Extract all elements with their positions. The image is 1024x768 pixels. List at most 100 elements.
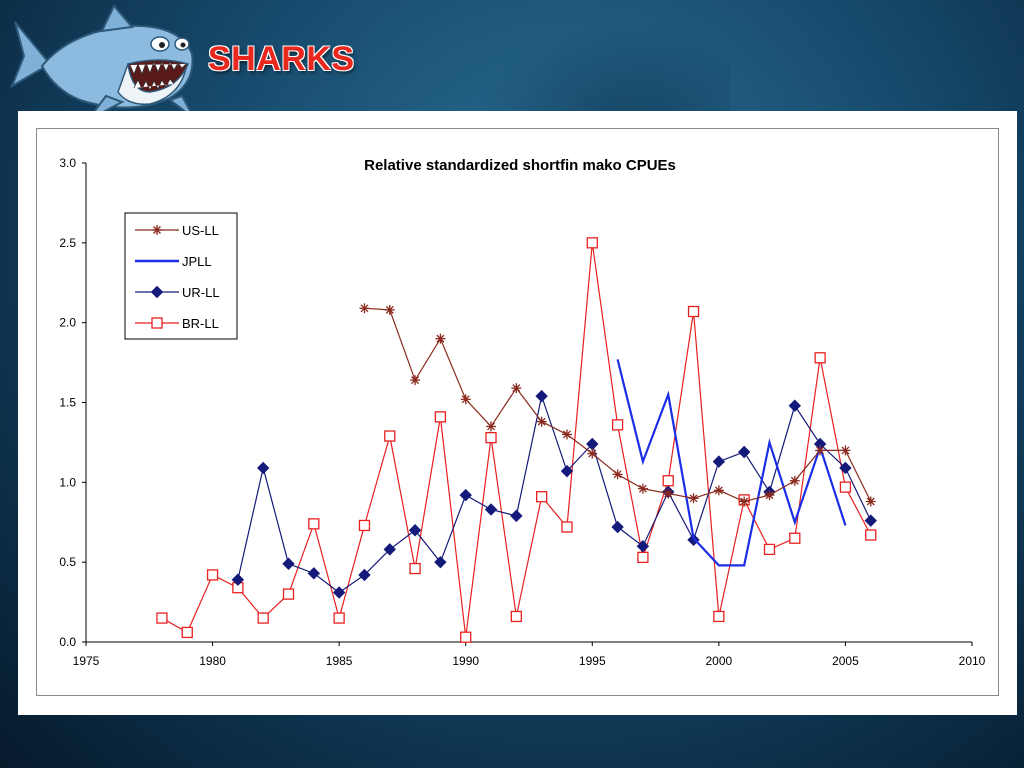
data-point-us-ll bbox=[840, 445, 851, 456]
data-point-br-ll bbox=[333, 612, 345, 624]
data-point-ur-ll bbox=[712, 455, 726, 468]
series-jpll bbox=[616, 359, 847, 567]
data-point-ur-ll bbox=[864, 514, 877, 527]
data-point-ur-ll bbox=[839, 461, 852, 475]
x-tick-label: 1975 bbox=[73, 654, 100, 668]
y-tick-label: 3.0 bbox=[59, 156, 76, 170]
data-point-br-ll bbox=[586, 237, 598, 249]
legend-marker bbox=[151, 317, 163, 329]
data-point-us-ll bbox=[663, 488, 674, 499]
data-point-us-ll bbox=[511, 383, 522, 394]
legend-label: BR-LL bbox=[182, 316, 219, 331]
series-line-br-ll bbox=[161, 242, 872, 638]
y-tick-label: 2.5 bbox=[59, 236, 76, 250]
data-point-br-ll bbox=[510, 610, 522, 623]
legend-marker bbox=[152, 225, 162, 235]
data-point-us-ll bbox=[410, 375, 421, 386]
x-tick-label: 2010 bbox=[959, 654, 986, 668]
y-tick-label: 2.0 bbox=[59, 316, 76, 330]
data-point-ur-ll bbox=[636, 539, 650, 553]
data-point-us-ll bbox=[612, 469, 623, 480]
legend-marker bbox=[150, 285, 164, 299]
data-point-ur-ll bbox=[459, 488, 472, 502]
legend-box bbox=[124, 212, 238, 340]
x-tick-label: 2005 bbox=[832, 654, 859, 668]
y-tick-label: 1.0 bbox=[59, 475, 76, 489]
data-point-us-ll bbox=[561, 429, 572, 440]
data-point-br-ll bbox=[763, 543, 776, 556]
data-point-us-ll bbox=[789, 475, 800, 486]
data-point-us-ll bbox=[764, 490, 775, 501]
chart-frame bbox=[36, 128, 999, 696]
data-point-br-ll bbox=[865, 529, 877, 541]
series-line-ur-ll bbox=[237, 393, 872, 594]
data-point-br-ll bbox=[308, 518, 320, 530]
x-tick-label: 1985 bbox=[326, 654, 353, 668]
data-point-us-ll bbox=[815, 445, 826, 456]
data-point-ur-ll bbox=[535, 389, 548, 403]
data-point-ur-ll bbox=[282, 557, 295, 570]
slide-title: SHARKS bbox=[208, 40, 355, 78]
data-point-us-ll bbox=[460, 394, 471, 405]
data-point-br-ll bbox=[485, 431, 497, 444]
data-point-br-ll bbox=[789, 532, 801, 544]
data-point-us-ll bbox=[359, 303, 370, 314]
data-point-ur-ll bbox=[510, 509, 523, 523]
data-point-us-ll bbox=[384, 304, 395, 315]
data-point-ur-ll bbox=[611, 520, 624, 534]
data-point-br-ll bbox=[611, 419, 624, 431]
data-point-ur-ll bbox=[560, 464, 574, 478]
data-point-us-ll bbox=[865, 496, 876, 507]
data-point-br-ll bbox=[662, 475, 674, 487]
legend-item-br-ll: BR-LL bbox=[135, 316, 219, 331]
chart-axes: 0.0 0.5 1.0 1.5 2.0 2.5 3.0 1975 1980 1985 1990 199… bbox=[59, 156, 985, 668]
data-point-br-ll bbox=[384, 430, 396, 442]
series-line-jpll bbox=[616, 359, 847, 567]
data-point-ur-ll bbox=[256, 461, 270, 475]
x-tick-label: 1995 bbox=[579, 654, 606, 668]
data-point-br-ll bbox=[206, 569, 219, 581]
series-us-ll bbox=[359, 303, 876, 507]
data-point-br-ll bbox=[536, 491, 548, 503]
data-point-br-ll bbox=[409, 562, 421, 575]
series-ur-ll bbox=[231, 389, 877, 599]
data-point-br-ll bbox=[839, 481, 852, 493]
chart-legend: US-LL JPLL UR-LL BR-LL bbox=[124, 212, 238, 340]
legend-item-ur-ll: UR-LL bbox=[135, 285, 220, 300]
series-br-ll bbox=[156, 237, 877, 643]
legend-label: JPLL bbox=[182, 254, 212, 269]
data-point-ur-ll bbox=[737, 445, 751, 459]
data-point-br-ll bbox=[181, 626, 193, 639]
y-tick-label: 1.5 bbox=[59, 396, 76, 410]
data-point-br-ll bbox=[637, 551, 649, 564]
data-point-us-ll bbox=[587, 448, 598, 459]
legend-item-jpll: JPLL bbox=[135, 254, 212, 269]
data-point-br-ll bbox=[156, 612, 168, 624]
x-tick-label: 1980 bbox=[199, 654, 226, 668]
data-point-br-ll bbox=[434, 411, 447, 423]
data-point-ur-ll bbox=[332, 586, 346, 599]
data-point-br-ll bbox=[814, 352, 826, 364]
chart-title: Relative standardized shortfin mako CPUE… bbox=[364, 157, 676, 174]
data-point-ur-ll bbox=[434, 555, 447, 569]
data-point-ur-ll bbox=[358, 568, 371, 582]
data-point-br-ll bbox=[561, 521, 573, 533]
data-point-us-ll bbox=[739, 496, 750, 507]
data-point-ur-ll bbox=[788, 399, 802, 412]
data-point-us-ll bbox=[536, 416, 547, 427]
data-point-br-ll bbox=[282, 588, 295, 600]
legend-label: UR-LL bbox=[182, 285, 220, 300]
y-tick-label: 0.0 bbox=[59, 635, 76, 649]
data-point-us-ll bbox=[435, 333, 446, 344]
x-tick-label: 2000 bbox=[706, 654, 733, 668]
x-tick-label: 1990 bbox=[452, 654, 479, 668]
data-point-us-ll bbox=[688, 493, 699, 504]
data-point-br-ll bbox=[460, 631, 472, 643]
cartoon-shark-icon bbox=[10, 4, 195, 121]
data-point-ur-ll bbox=[307, 567, 321, 580]
data-point-br-ll bbox=[257, 612, 269, 624]
data-point-us-ll bbox=[713, 485, 724, 496]
data-point-ur-ll bbox=[383, 543, 396, 556]
data-point-ur-ll bbox=[408, 524, 422, 537]
